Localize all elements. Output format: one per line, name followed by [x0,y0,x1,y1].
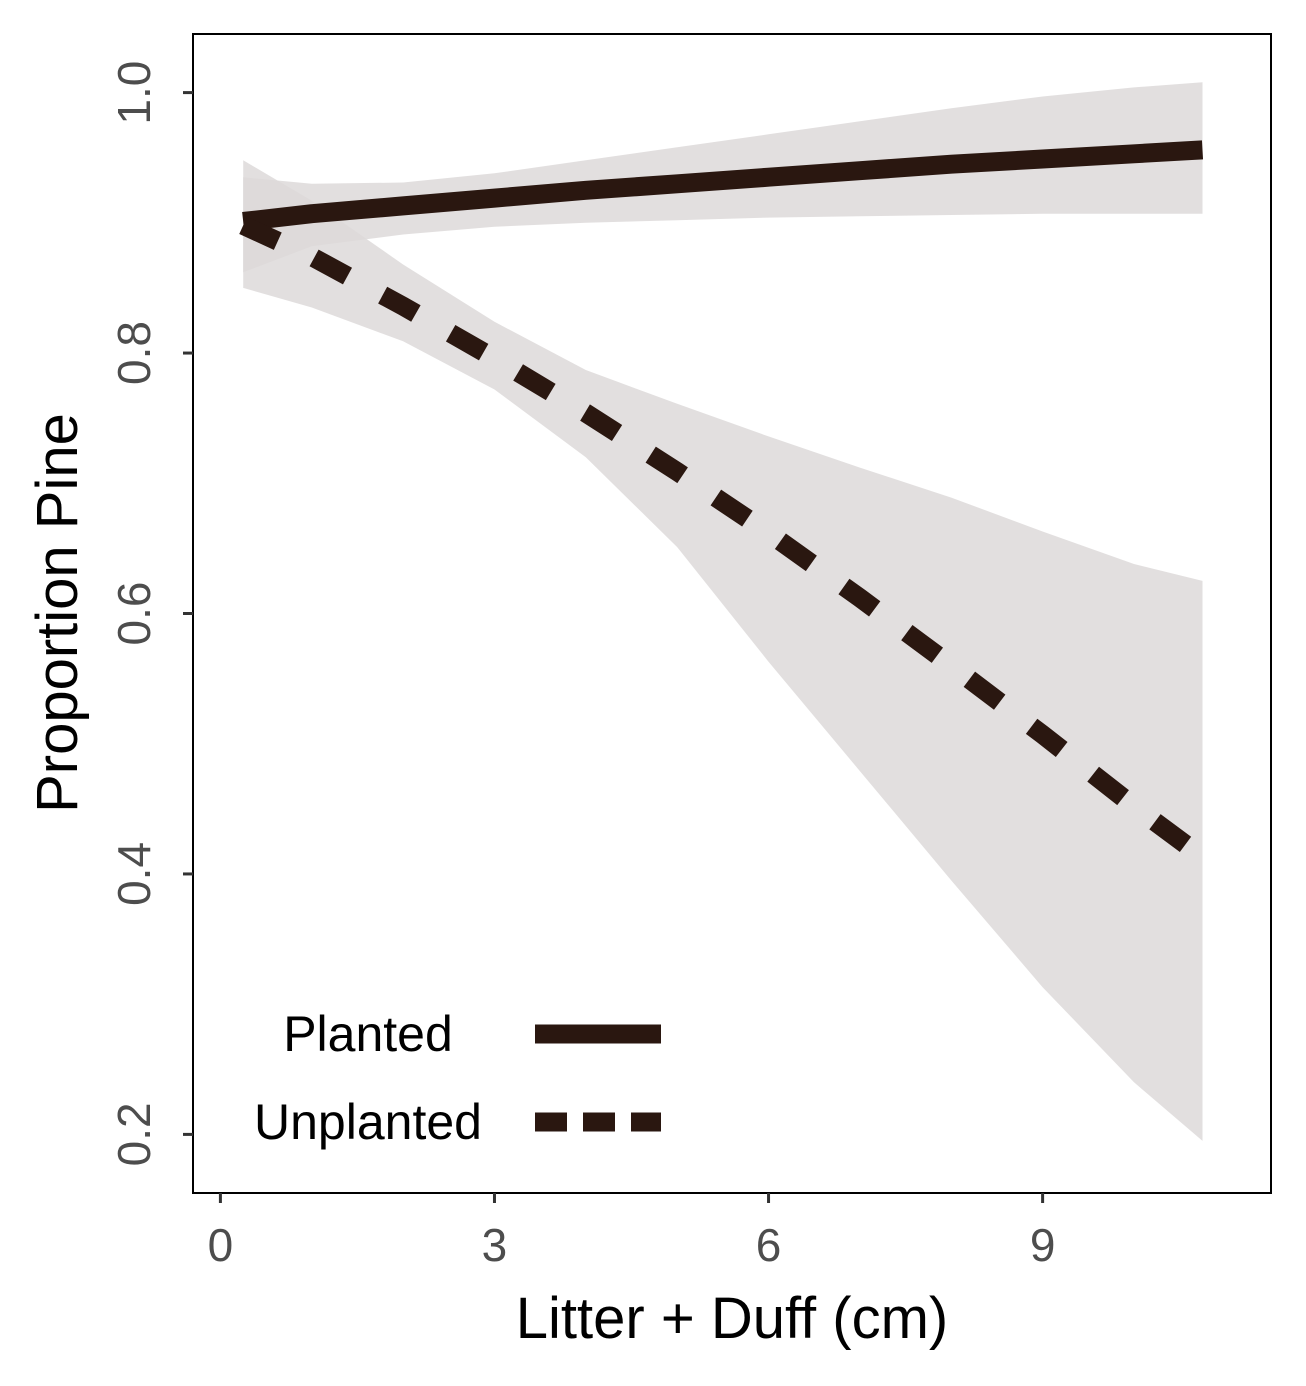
y-tick-label: 0.6 [108,582,160,646]
series-line-unplanted [239,216,1209,865]
legend-label-planted: Planted [283,1006,453,1062]
legend: Planted Unplanted [254,1006,661,1150]
x-tick-label: 0 [208,1219,234,1271]
x-tick-label: 9 [1030,1219,1056,1271]
y-axis: 0.2 0.4 0.6 0.8 1.0 [108,61,193,1166]
series-lines [239,140,1209,865]
y-tick-label: 0.8 [108,321,160,385]
y-axis-title: Proportion Pine [25,413,90,813]
legend-label-unplanted: Unplanted [254,1094,482,1150]
x-tick-label: 6 [756,1219,782,1271]
series-line-planted [242,140,1204,231]
y-tick-label: 0.4 [108,842,160,906]
x-tick-label: 3 [482,1219,508,1271]
x-axis-title: Litter + Duff (cm) [516,1286,948,1351]
y-tick-label: 0.2 [108,1102,160,1166]
x-axis: 0 3 6 9 [208,1193,1056,1271]
y-tick-label: 1.0 [108,61,160,125]
confidence-band-unplanted [243,160,1203,1141]
